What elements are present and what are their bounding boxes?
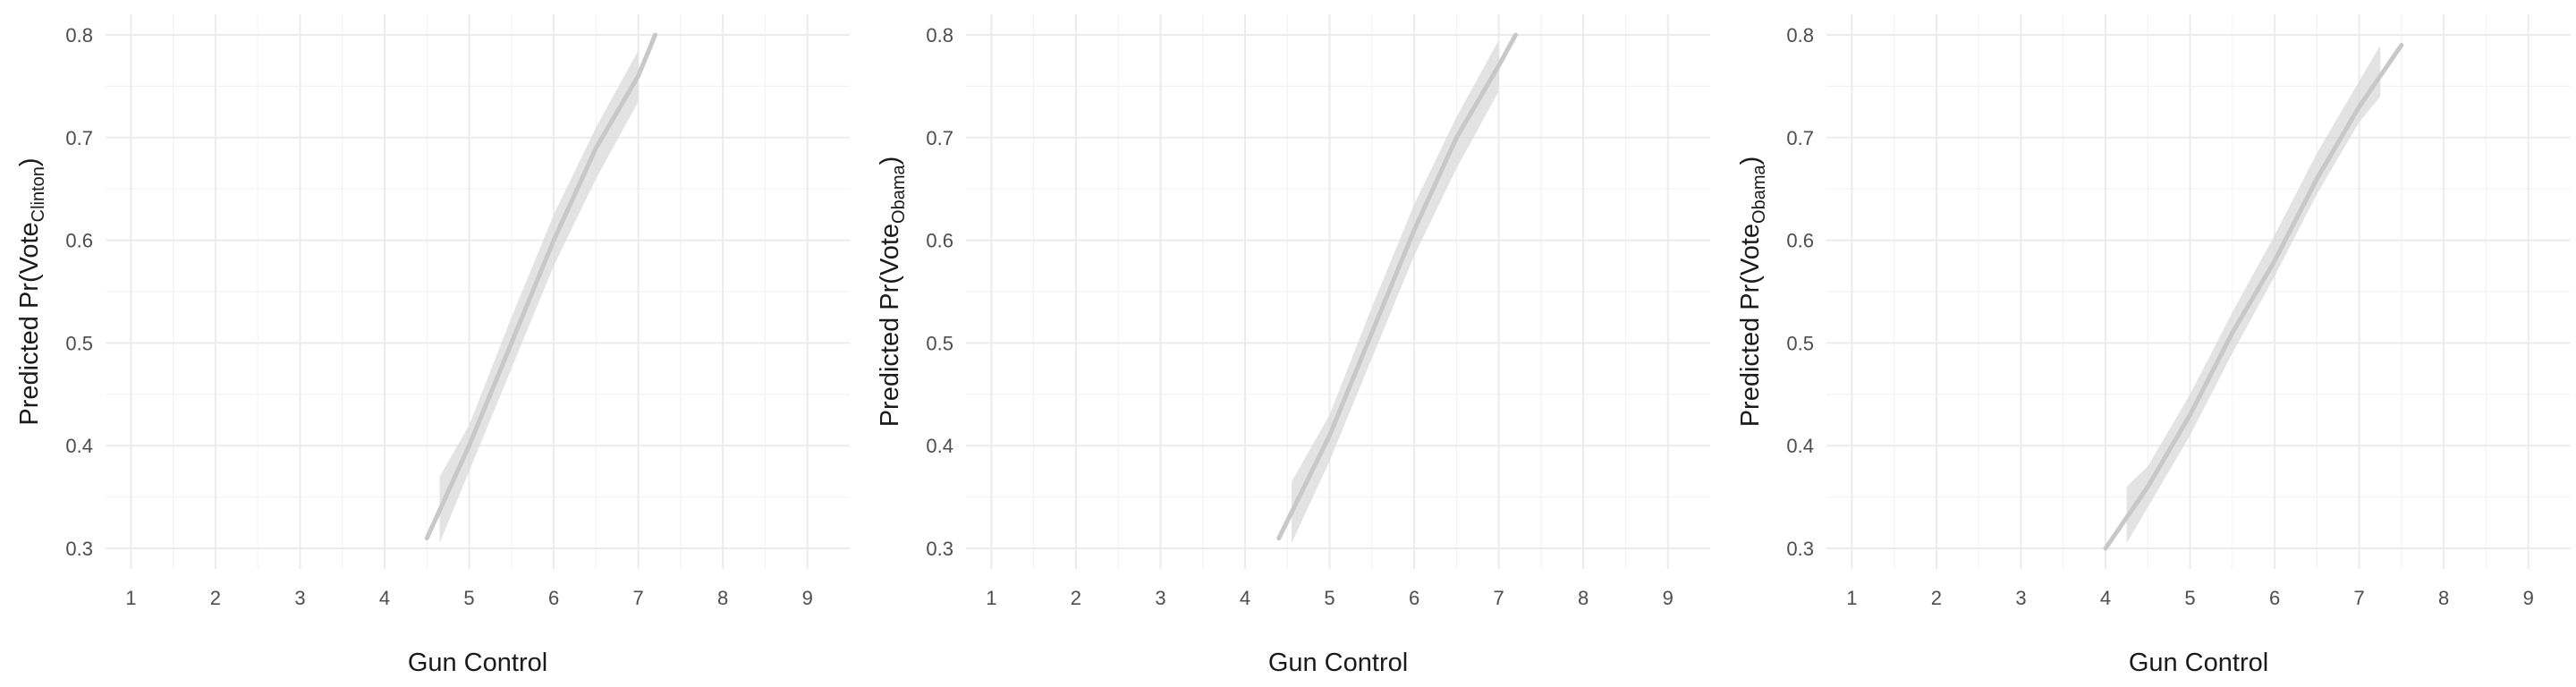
- x-tick-label: 4: [1240, 587, 1250, 609]
- y-tick-label: 0.4: [65, 435, 93, 457]
- y-axis-title-main: Predicted Pr(Vote: [876, 224, 904, 427]
- x-tick-label: 1: [125, 587, 136, 609]
- x-tick-label: 5: [1324, 587, 1335, 609]
- x-tick-label: 2: [1071, 587, 1081, 609]
- y-axis-title: Predicted Pr(VoteObama): [876, 157, 909, 428]
- y-tick-label: 0.4: [1786, 435, 1814, 457]
- y-tick-label: 0.8: [65, 24, 93, 47]
- x-tick-label: 6: [548, 587, 559, 609]
- x-tick-label: 5: [2184, 587, 2195, 609]
- y-axis-title: Predicted Pr(VoteClinton): [15, 157, 48, 425]
- x-axis-title: Gun Control: [1268, 649, 1408, 677]
- confidence-band: [439, 50, 639, 544]
- y-axis-title: Predicted Pr(VoteObama): [1736, 157, 1769, 428]
- x-tick-label: 1: [986, 587, 996, 609]
- x-tick-label: 9: [802, 587, 813, 609]
- x-tick-label: 2: [1931, 587, 1942, 609]
- y-tick-label: 0.5: [926, 332, 953, 354]
- y-axis-title-subscript: Clinton: [29, 166, 48, 222]
- y-tick-label: 0.4: [926, 435, 953, 457]
- y-tick-label: 0.3: [926, 538, 953, 560]
- x-tick-label: 3: [2015, 587, 2026, 609]
- y-tick-label: 0.3: [1786, 538, 1814, 560]
- y-tick-label: 0.6: [65, 230, 93, 252]
- y-axis-title-close: ): [876, 157, 904, 165]
- x-tick-label: 8: [2438, 587, 2449, 609]
- confidence-band: [1292, 39, 1499, 544]
- x-tick-label: 7: [1494, 587, 1504, 609]
- y-tick-label: 0.5: [1786, 332, 1814, 354]
- series-line-1: [1276, 32, 1518, 541]
- x-axis-title: Gun Control: [408, 649, 547, 677]
- y-axis-title-close: ): [1736, 157, 1765, 165]
- x-tick-label: 8: [1578, 587, 1589, 609]
- y-tick-label: 0.5: [65, 332, 93, 354]
- series-line-1: [2103, 42, 2404, 551]
- x-tick-label: 8: [717, 587, 728, 609]
- y-tick-label: 0.3: [65, 538, 93, 560]
- x-tick-label: 2: [210, 587, 221, 609]
- y-tick-label: 0.8: [1786, 24, 1814, 47]
- chart-panel-3: 1 2 3 4 5 6 7 8 9 0.3 0.4 0.5 0.6 0.7 0.8 Gun Control Pr…: [1736, 14, 2571, 677]
- x-tick-label: 9: [2523, 587, 2534, 609]
- y-tick-label: 0.7: [65, 127, 93, 149]
- x-tick-label: 3: [1155, 587, 1165, 609]
- x-tick-label: 7: [2354, 587, 2365, 609]
- y-axis-title-main: Predicted Pr(Vote: [15, 222, 44, 425]
- y-tick-label: 0.7: [926, 127, 953, 149]
- y-axis-title-subscript: Obama: [1750, 165, 1769, 224]
- x-tick-label: 6: [1409, 587, 1419, 609]
- y-axis-title-subscript: Obama: [889, 165, 909, 224]
- chart-panel-1: 1 2 3 4 5 6 7 8 9 0.3 0.4 0.5 0.6 0.7 0.8 Gun Control Pr…: [15, 14, 850, 677]
- y-tick-label: 0.6: [1786, 230, 1814, 252]
- x-tick-label: 5: [463, 587, 474, 609]
- y-tick-label: 0.7: [1786, 127, 1814, 149]
- x-tick-label: 1: [1846, 587, 1857, 609]
- y-axis-title-main: Predicted Pr(Vote: [1736, 224, 1765, 427]
- x-tick-label: 6: [2269, 587, 2280, 609]
- x-tick-label: 9: [1663, 587, 1674, 609]
- y-axis-title-close: ): [15, 157, 44, 166]
- x-tick-label: 4: [379, 587, 390, 609]
- chart-panel-2: 1 2 3 4 5 6 7 8 9 0.3 0.4 0.5 0.6 0.7 0.8 Gun Control Pr…: [876, 14, 1710, 677]
- x-tick-label: 7: [633, 587, 644, 609]
- x-tick-label: 4: [2100, 587, 2111, 609]
- series-line-1: [424, 32, 657, 541]
- y-tick-label: 0.6: [926, 230, 953, 252]
- x-tick-label: 3: [294, 587, 305, 609]
- y-tick-label: 0.8: [926, 24, 953, 47]
- x-axis-title: Gun Control: [2129, 649, 2268, 677]
